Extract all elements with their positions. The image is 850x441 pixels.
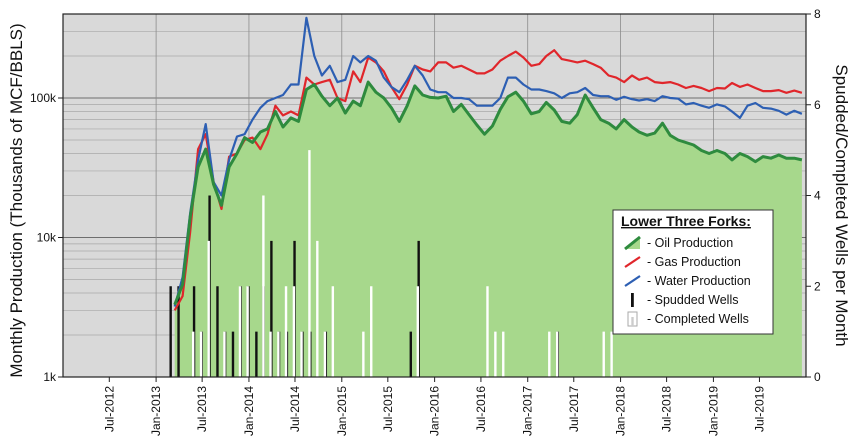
legend-gas-line bbox=[624, 256, 641, 268]
completed-wells-bar bbox=[555, 331, 559, 377]
completed-wells-bar bbox=[223, 331, 226, 377]
y-right-tick-label: 0 bbox=[814, 370, 821, 384]
completed-wells-bar bbox=[331, 286, 335, 377]
x-tick-label: Jul-2016 bbox=[474, 386, 488, 432]
x-tick-label: Jul-2013 bbox=[195, 386, 209, 432]
water-production-line bbox=[173, 16, 803, 307]
completed-wells-bar bbox=[610, 331, 613, 377]
x-tick-label: Jan-2016 bbox=[428, 386, 442, 436]
completed-wells-bar bbox=[284, 286, 288, 377]
completed-wells-bar bbox=[300, 331, 303, 377]
spudded-wells-bar bbox=[270, 240, 273, 377]
legend-water-line bbox=[624, 275, 641, 287]
completed-wells-bar bbox=[262, 195, 265, 377]
completed-wells-bar bbox=[246, 286, 249, 377]
x-tick-label: Jan-2018 bbox=[614, 386, 628, 436]
completed-wells-bar bbox=[269, 331, 272, 377]
x-tick-label: Jan-2017 bbox=[521, 386, 535, 436]
y-right-tick-label: 2 bbox=[814, 279, 821, 293]
legend-item-label: - Oil Production bbox=[647, 236, 733, 250]
legend-oil-line bbox=[624, 235, 641, 251]
legend-title: Lower Three Forks: bbox=[621, 213, 751, 229]
completed-wells-bar bbox=[199, 331, 203, 377]
production-lines bbox=[173, 16, 803, 311]
legend-comp-bar bbox=[631, 317, 634, 326]
legend-item-label: - Gas Production bbox=[647, 255, 741, 269]
axis-ticks: 1k 10k 100k 0 2 4 6 8 Jul-2012 Jan-2013 Jul-2013 Ja… bbox=[30, 7, 821, 436]
completed-wells-bar bbox=[323, 331, 327, 377]
spudded-wells-bar bbox=[216, 286, 219, 377]
legend-spud-swatch bbox=[631, 293, 634, 307]
completed-wells-bar bbox=[416, 286, 419, 377]
legend-box bbox=[612, 209, 774, 335]
y-axis-left-title: Monthly Production (Thousands of MCF/BBL… bbox=[7, 23, 26, 377]
legend-item-label: - Water Production bbox=[647, 274, 751, 288]
spudded-wells-bar bbox=[169, 286, 172, 377]
legend-items: - Oil Production - Gas Production - Water … bbox=[624, 235, 751, 327]
spudded-wells-bar bbox=[409, 331, 412, 377]
completed-wells-bar bbox=[370, 286, 373, 377]
y-right-tick-label: 8 bbox=[814, 7, 821, 21]
completed-wells-bar bbox=[548, 331, 551, 377]
completed-wells-bar bbox=[207, 240, 210, 377]
legend-item-label: - Spudded Wells bbox=[647, 293, 739, 307]
completed-wells-bar bbox=[238, 286, 242, 377]
completed-wells-bar bbox=[486, 286, 489, 377]
x-tick-label: Jul-2017 bbox=[567, 386, 581, 432]
y-left-tick-label: 100k bbox=[30, 91, 57, 105]
spudded-wells-bar bbox=[255, 331, 258, 377]
x-tick-label: Jul-2014 bbox=[288, 386, 302, 432]
completed-wells-bar bbox=[602, 331, 605, 377]
x-tick-label: Jul-2015 bbox=[381, 386, 395, 432]
completed-wells-bar bbox=[292, 286, 296, 377]
legend-item-label: - Completed Wells bbox=[647, 312, 749, 326]
x-tick-label: Jan-2014 bbox=[242, 386, 256, 436]
completed-wells-bar bbox=[277, 331, 280, 377]
x-tick-label: Jul-2018 bbox=[660, 386, 674, 432]
spudded-wells-bar bbox=[231, 331, 235, 377]
y-right-tick-label: 4 bbox=[814, 189, 821, 203]
x-tick-label: Jan-2015 bbox=[335, 386, 349, 436]
completed-wells-bar bbox=[362, 331, 365, 377]
completed-wells-bar bbox=[502, 331, 505, 377]
well-bars bbox=[169, 150, 613, 377]
oil-production-line bbox=[173, 80, 803, 306]
completed-wells-bar bbox=[191, 331, 195, 377]
y-axis-right-title: Spudded/Completed Wells per Month bbox=[832, 64, 850, 346]
x-tick-label: Jul-2012 bbox=[102, 386, 116, 432]
completed-wells-bar bbox=[308, 150, 311, 377]
spudded-wells-bar bbox=[177, 286, 180, 377]
x-tick-label: Jul-2019 bbox=[752, 386, 766, 432]
completed-wells-bar bbox=[494, 331, 497, 377]
x-tick-label: Jan-2013 bbox=[149, 386, 163, 436]
completed-wells-bar bbox=[316, 240, 319, 377]
gas-production-line bbox=[173, 49, 803, 311]
y-right-tick-label: 6 bbox=[814, 98, 821, 112]
legend: Lower Three Forks: - Oil Production - Gas… bbox=[612, 209, 774, 335]
y-left-tick-label: 10k bbox=[37, 230, 57, 244]
y-left-tick-label: 1k bbox=[43, 370, 57, 384]
x-tick-label: Jan-2019 bbox=[706, 386, 720, 436]
